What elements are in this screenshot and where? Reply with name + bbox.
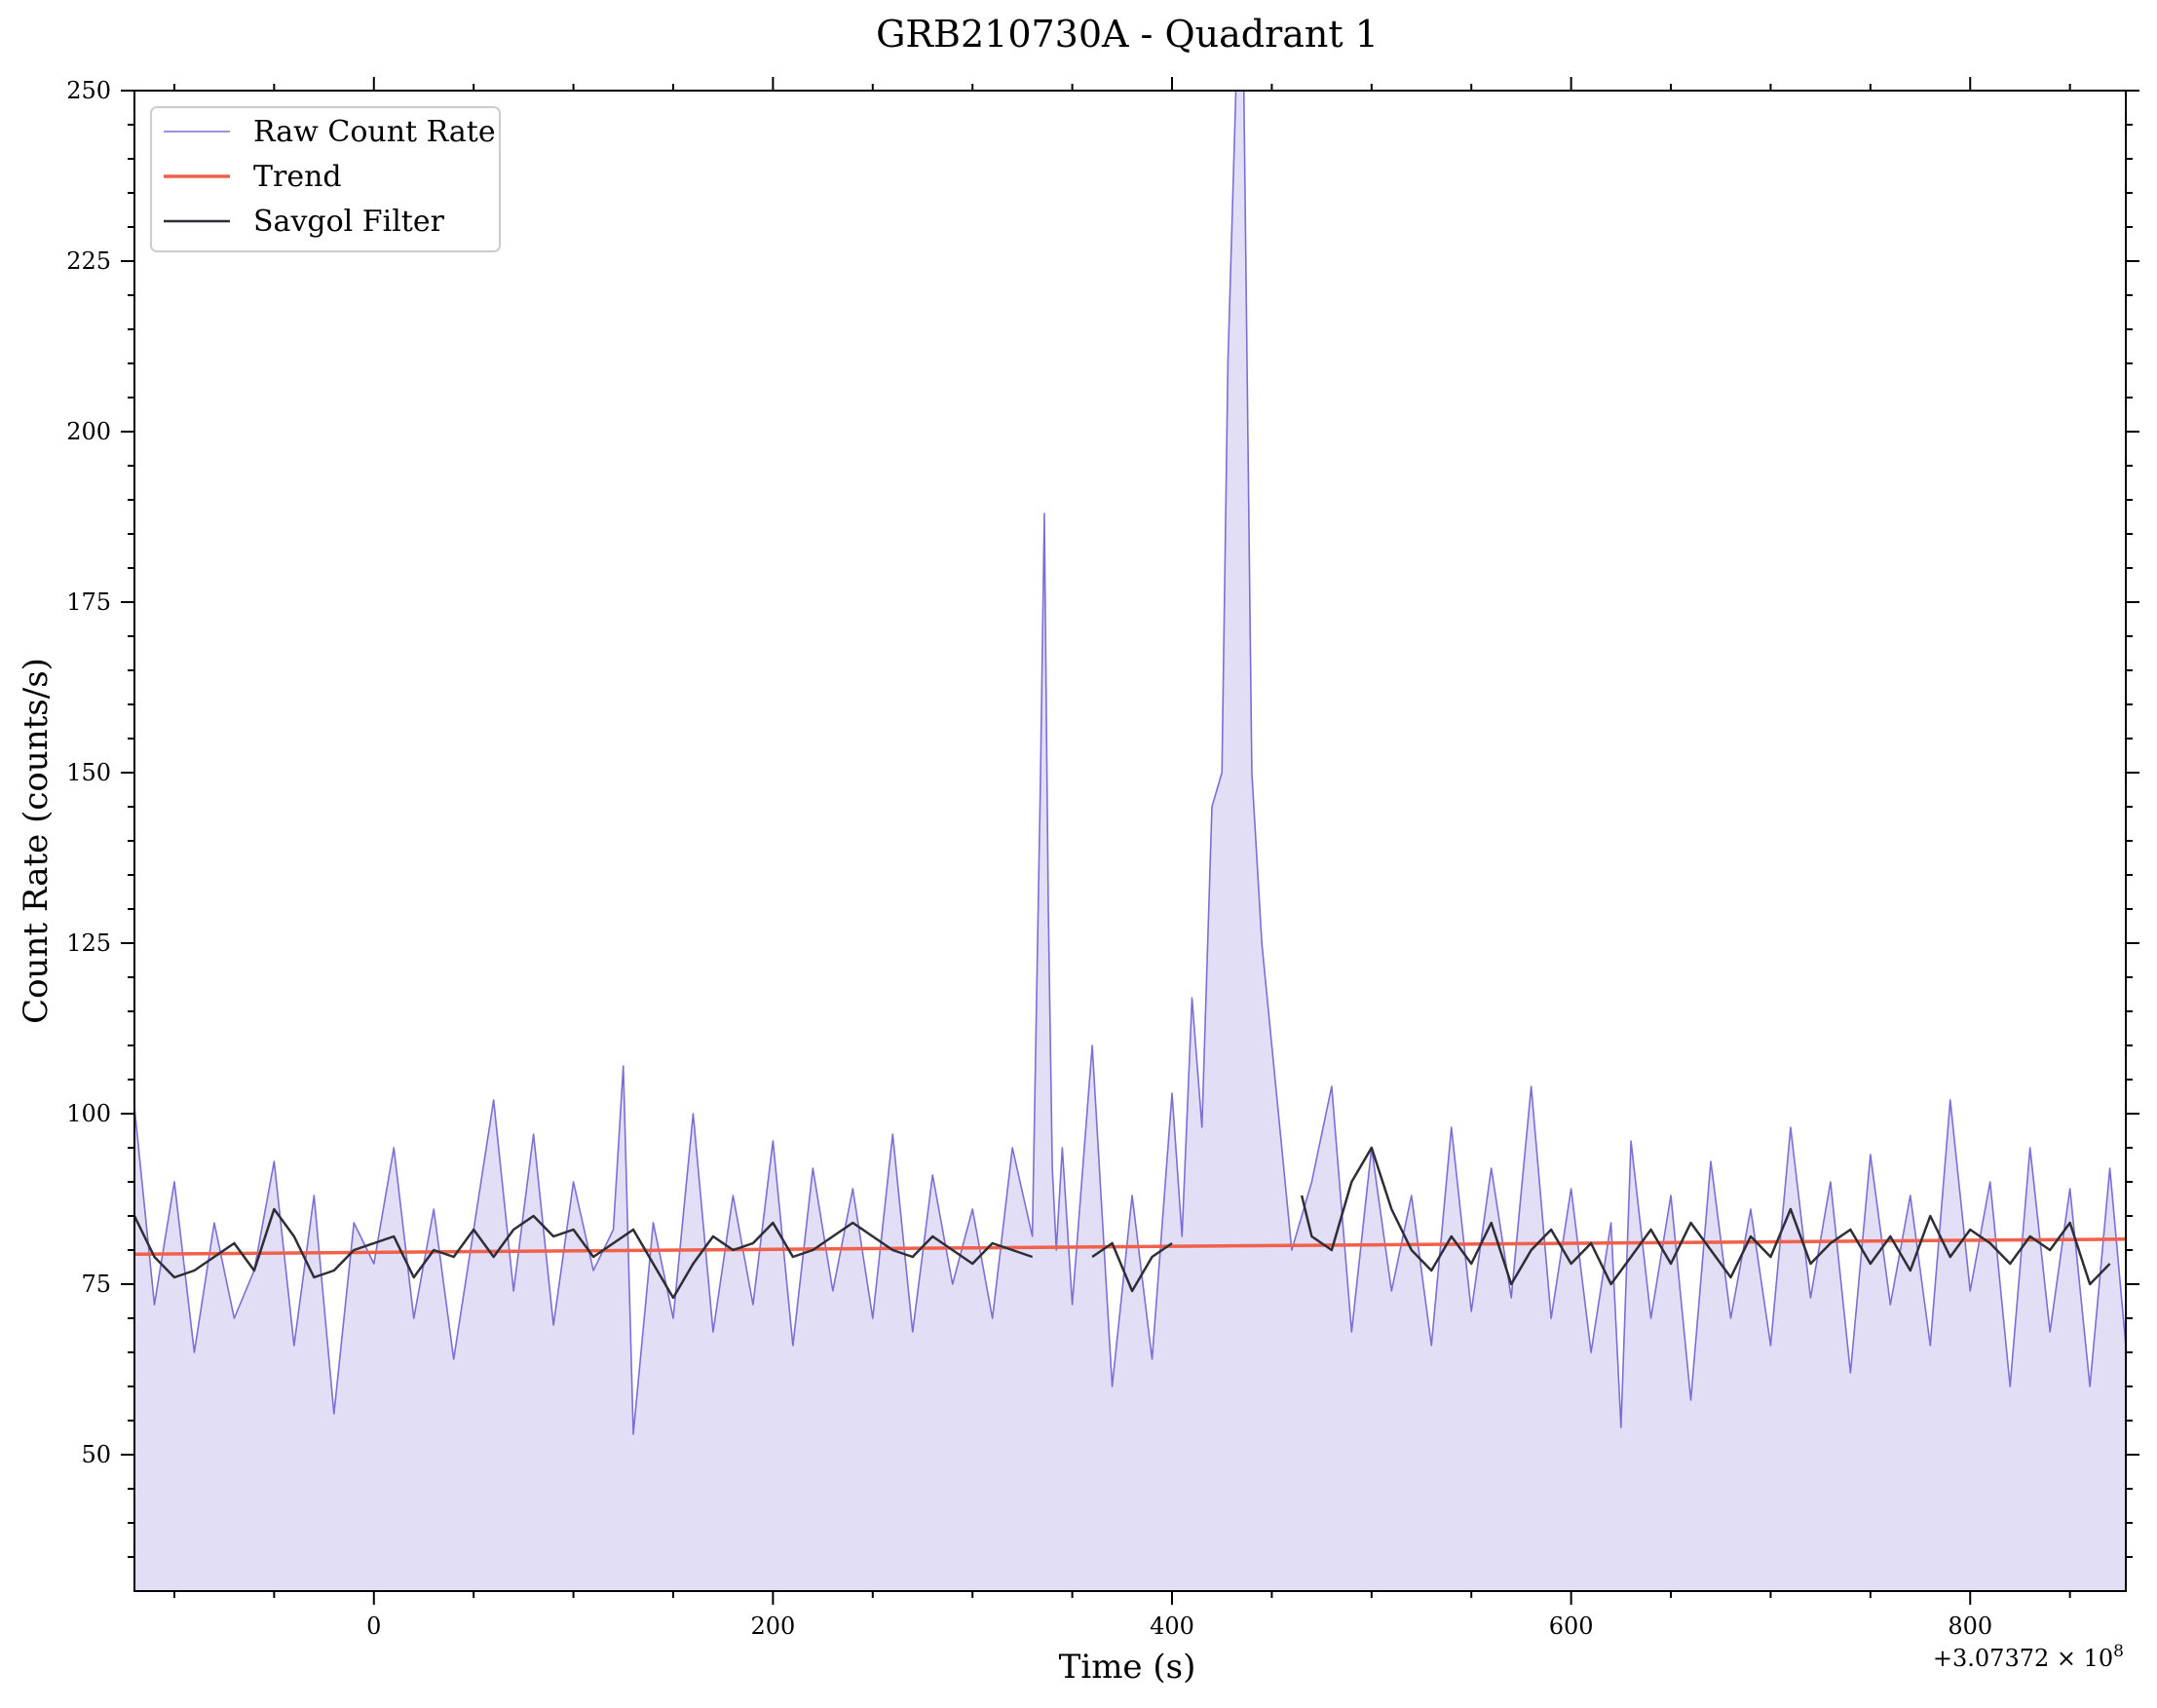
x-axis-offset-exponent: 8: [2113, 1642, 2124, 1661]
trend-line: [134, 1237, 2126, 1256]
y-tick-label: 50: [81, 1441, 111, 1468]
x-tick-label: 0: [366, 1613, 381, 1640]
y-tick-label: 225: [66, 247, 111, 275]
legend-label-raw-count-rate: Raw Count Rate: [253, 115, 496, 149]
legend-label-savgol-filter: Savgol Filter: [253, 205, 445, 239]
legend-box: [150, 106, 501, 252]
x-axis-offset-base: +3.07372 × 10: [1933, 1645, 2113, 1672]
y-tick-label: 125: [66, 930, 111, 957]
legend: Raw Count Rate Trend Savgol Filter: [150, 106, 501, 252]
x-axis-label: Time (s): [1059, 1648, 1196, 1687]
raw-count-rate-area: [134, 91, 2126, 1591]
y-tick-label: 200: [66, 418, 111, 445]
x-axis-offset-label: +3.07372 × 108: [1933, 1642, 2124, 1672]
x-tick-label: 800: [1948, 1613, 1992, 1640]
y-tick-label: 100: [66, 1100, 111, 1127]
x-tick-label: 200: [750, 1613, 795, 1640]
savgol-filter-line: [134, 1146, 2111, 1300]
x-tick-label: 600: [1549, 1613, 1594, 1640]
y-tick-label: 250: [66, 77, 111, 104]
x-tick-label: 400: [1150, 1613, 1194, 1640]
tick-layer: 0 200 400 600 800 50 75 100 125 150 175 200 225 250: [66, 77, 2139, 1640]
raw-count-rate-fill: [134, 91, 2126, 1591]
y-tick-label: 75: [81, 1271, 111, 1298]
y-tick-label: 175: [66, 588, 111, 616]
y-axis-label: Count Rate (counts/s): [17, 658, 56, 1024]
chart-title: GRB210730A - Quadrant 1: [876, 13, 1379, 56]
legend-label-trend: Trend: [253, 160, 342, 194]
series-layer: [134, 91, 2126, 1435]
raw-count-rate-line: [134, 91, 2126, 1435]
y-tick-label: 150: [66, 759, 111, 786]
